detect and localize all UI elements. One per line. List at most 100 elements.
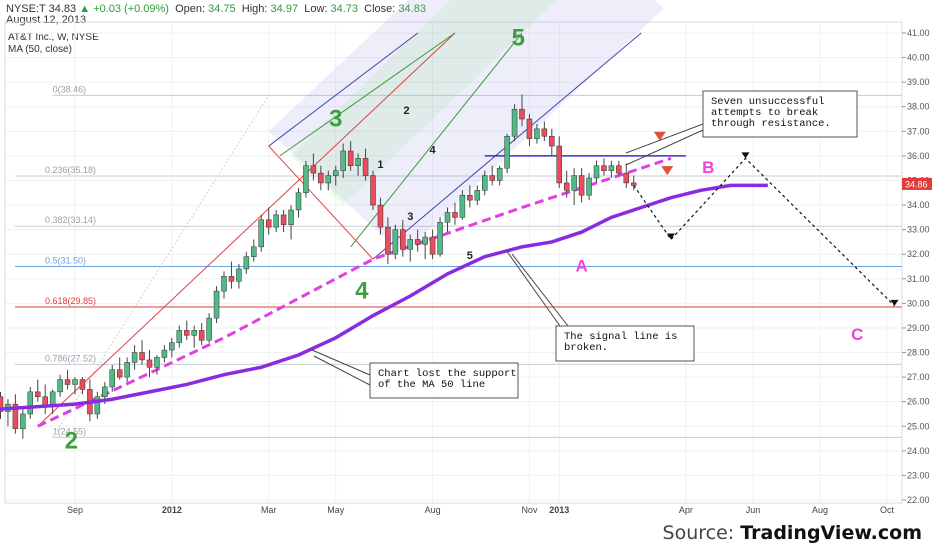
candle xyxy=(541,121,548,142)
candle xyxy=(400,219,406,257)
candle xyxy=(578,168,585,203)
pitchfork-handle xyxy=(268,145,374,260)
candle xyxy=(221,271,227,299)
candle xyxy=(474,185,481,206)
candle-body xyxy=(437,222,443,255)
candle xyxy=(422,232,428,260)
candle xyxy=(504,133,510,174)
candle xyxy=(355,153,361,176)
candle-body xyxy=(444,212,451,223)
candle xyxy=(377,197,384,235)
callout-box xyxy=(369,362,519,399)
plot-frame xyxy=(4,21,903,504)
high-value: 34.97 xyxy=(270,3,299,15)
candle-body xyxy=(273,214,279,228)
candle-body xyxy=(362,158,369,176)
candle-body xyxy=(549,135,555,147)
time-tick-label: May xyxy=(327,505,345,515)
candle-body xyxy=(318,172,324,184)
candle xyxy=(258,214,264,252)
candle-body xyxy=(616,165,622,174)
candle xyxy=(482,170,488,196)
candle-body xyxy=(191,330,197,336)
candle-body xyxy=(236,268,242,282)
callout-pointer xyxy=(625,123,704,154)
candle xyxy=(161,345,168,363)
candle-body xyxy=(109,369,115,388)
candle xyxy=(251,239,257,262)
candle-body xyxy=(601,165,607,171)
candle-body xyxy=(556,145,562,184)
callout-pointer xyxy=(313,355,371,386)
pitchfork-mid-upper-line xyxy=(279,32,456,157)
price-tick-label: 32.00 xyxy=(907,249,930,259)
candle xyxy=(631,175,637,191)
price-tick-label: 26.00 xyxy=(907,397,930,407)
candle-body xyxy=(213,290,220,319)
candle xyxy=(444,207,451,233)
candle-body xyxy=(459,194,466,218)
candle xyxy=(154,354,160,375)
time-tick-label: Jun xyxy=(746,505,761,515)
candle xyxy=(42,384,48,414)
candle xyxy=(496,165,503,186)
time-tick-label: Oct xyxy=(880,505,895,515)
fib-label: 0.236(35.18) xyxy=(45,165,96,175)
source-name: TradingView.com xyxy=(740,522,922,544)
candle-body xyxy=(392,229,399,255)
candle-body xyxy=(124,362,130,378)
candle-body xyxy=(496,167,503,181)
candle xyxy=(72,377,78,395)
candle-body xyxy=(347,150,354,166)
candle xyxy=(20,409,26,439)
candle xyxy=(124,357,130,383)
candle-body xyxy=(12,403,19,429)
wave-label: 3 xyxy=(329,105,342,132)
candle-body xyxy=(482,175,488,191)
wave-label: 5 xyxy=(512,24,525,51)
candle xyxy=(198,323,205,346)
pitchfork-upper-line xyxy=(268,32,419,147)
candle xyxy=(586,173,592,201)
callout-pointer xyxy=(505,249,561,327)
time-tick-label: Sep xyxy=(67,505,83,515)
source-credit: Source: TradingView.com xyxy=(663,522,922,544)
candle xyxy=(288,205,294,240)
candle xyxy=(370,170,376,210)
candle xyxy=(392,224,399,260)
candle xyxy=(333,165,339,186)
candle xyxy=(176,325,183,348)
ma50-line xyxy=(0,183,768,412)
price-change: +0.03 (+0.09%) xyxy=(93,3,169,15)
candle-body xyxy=(310,165,317,174)
candle-body xyxy=(303,165,309,194)
price-tick-label: 30.00 xyxy=(907,298,930,308)
price-tick-label: 31.00 xyxy=(907,274,930,284)
source-prefix: Source: xyxy=(662,522,741,544)
candle-body xyxy=(102,386,108,398)
candle xyxy=(467,185,473,208)
candle xyxy=(236,264,242,289)
candle-body xyxy=(333,170,339,176)
candle-body xyxy=(452,212,458,218)
price-tick-label: 27.00 xyxy=(907,372,930,382)
candle-body xyxy=(169,342,175,351)
price-tick-label: 24.00 xyxy=(907,446,930,456)
candle xyxy=(303,160,309,198)
candle-body xyxy=(20,413,26,429)
candle-body xyxy=(325,175,332,184)
candle xyxy=(27,386,34,419)
candle-body xyxy=(385,226,391,255)
candle xyxy=(429,229,436,260)
candle xyxy=(310,153,317,181)
candle-body xyxy=(64,379,71,385)
fib-label: 0.618(29.85) xyxy=(45,296,96,306)
candle-body xyxy=(139,352,145,361)
price-tick-label: 23.00 xyxy=(907,470,930,480)
time-tick-label: Apr xyxy=(679,505,693,515)
price-tick-label: 40.00 xyxy=(907,53,930,63)
candle xyxy=(459,190,466,220)
candle xyxy=(116,357,123,380)
